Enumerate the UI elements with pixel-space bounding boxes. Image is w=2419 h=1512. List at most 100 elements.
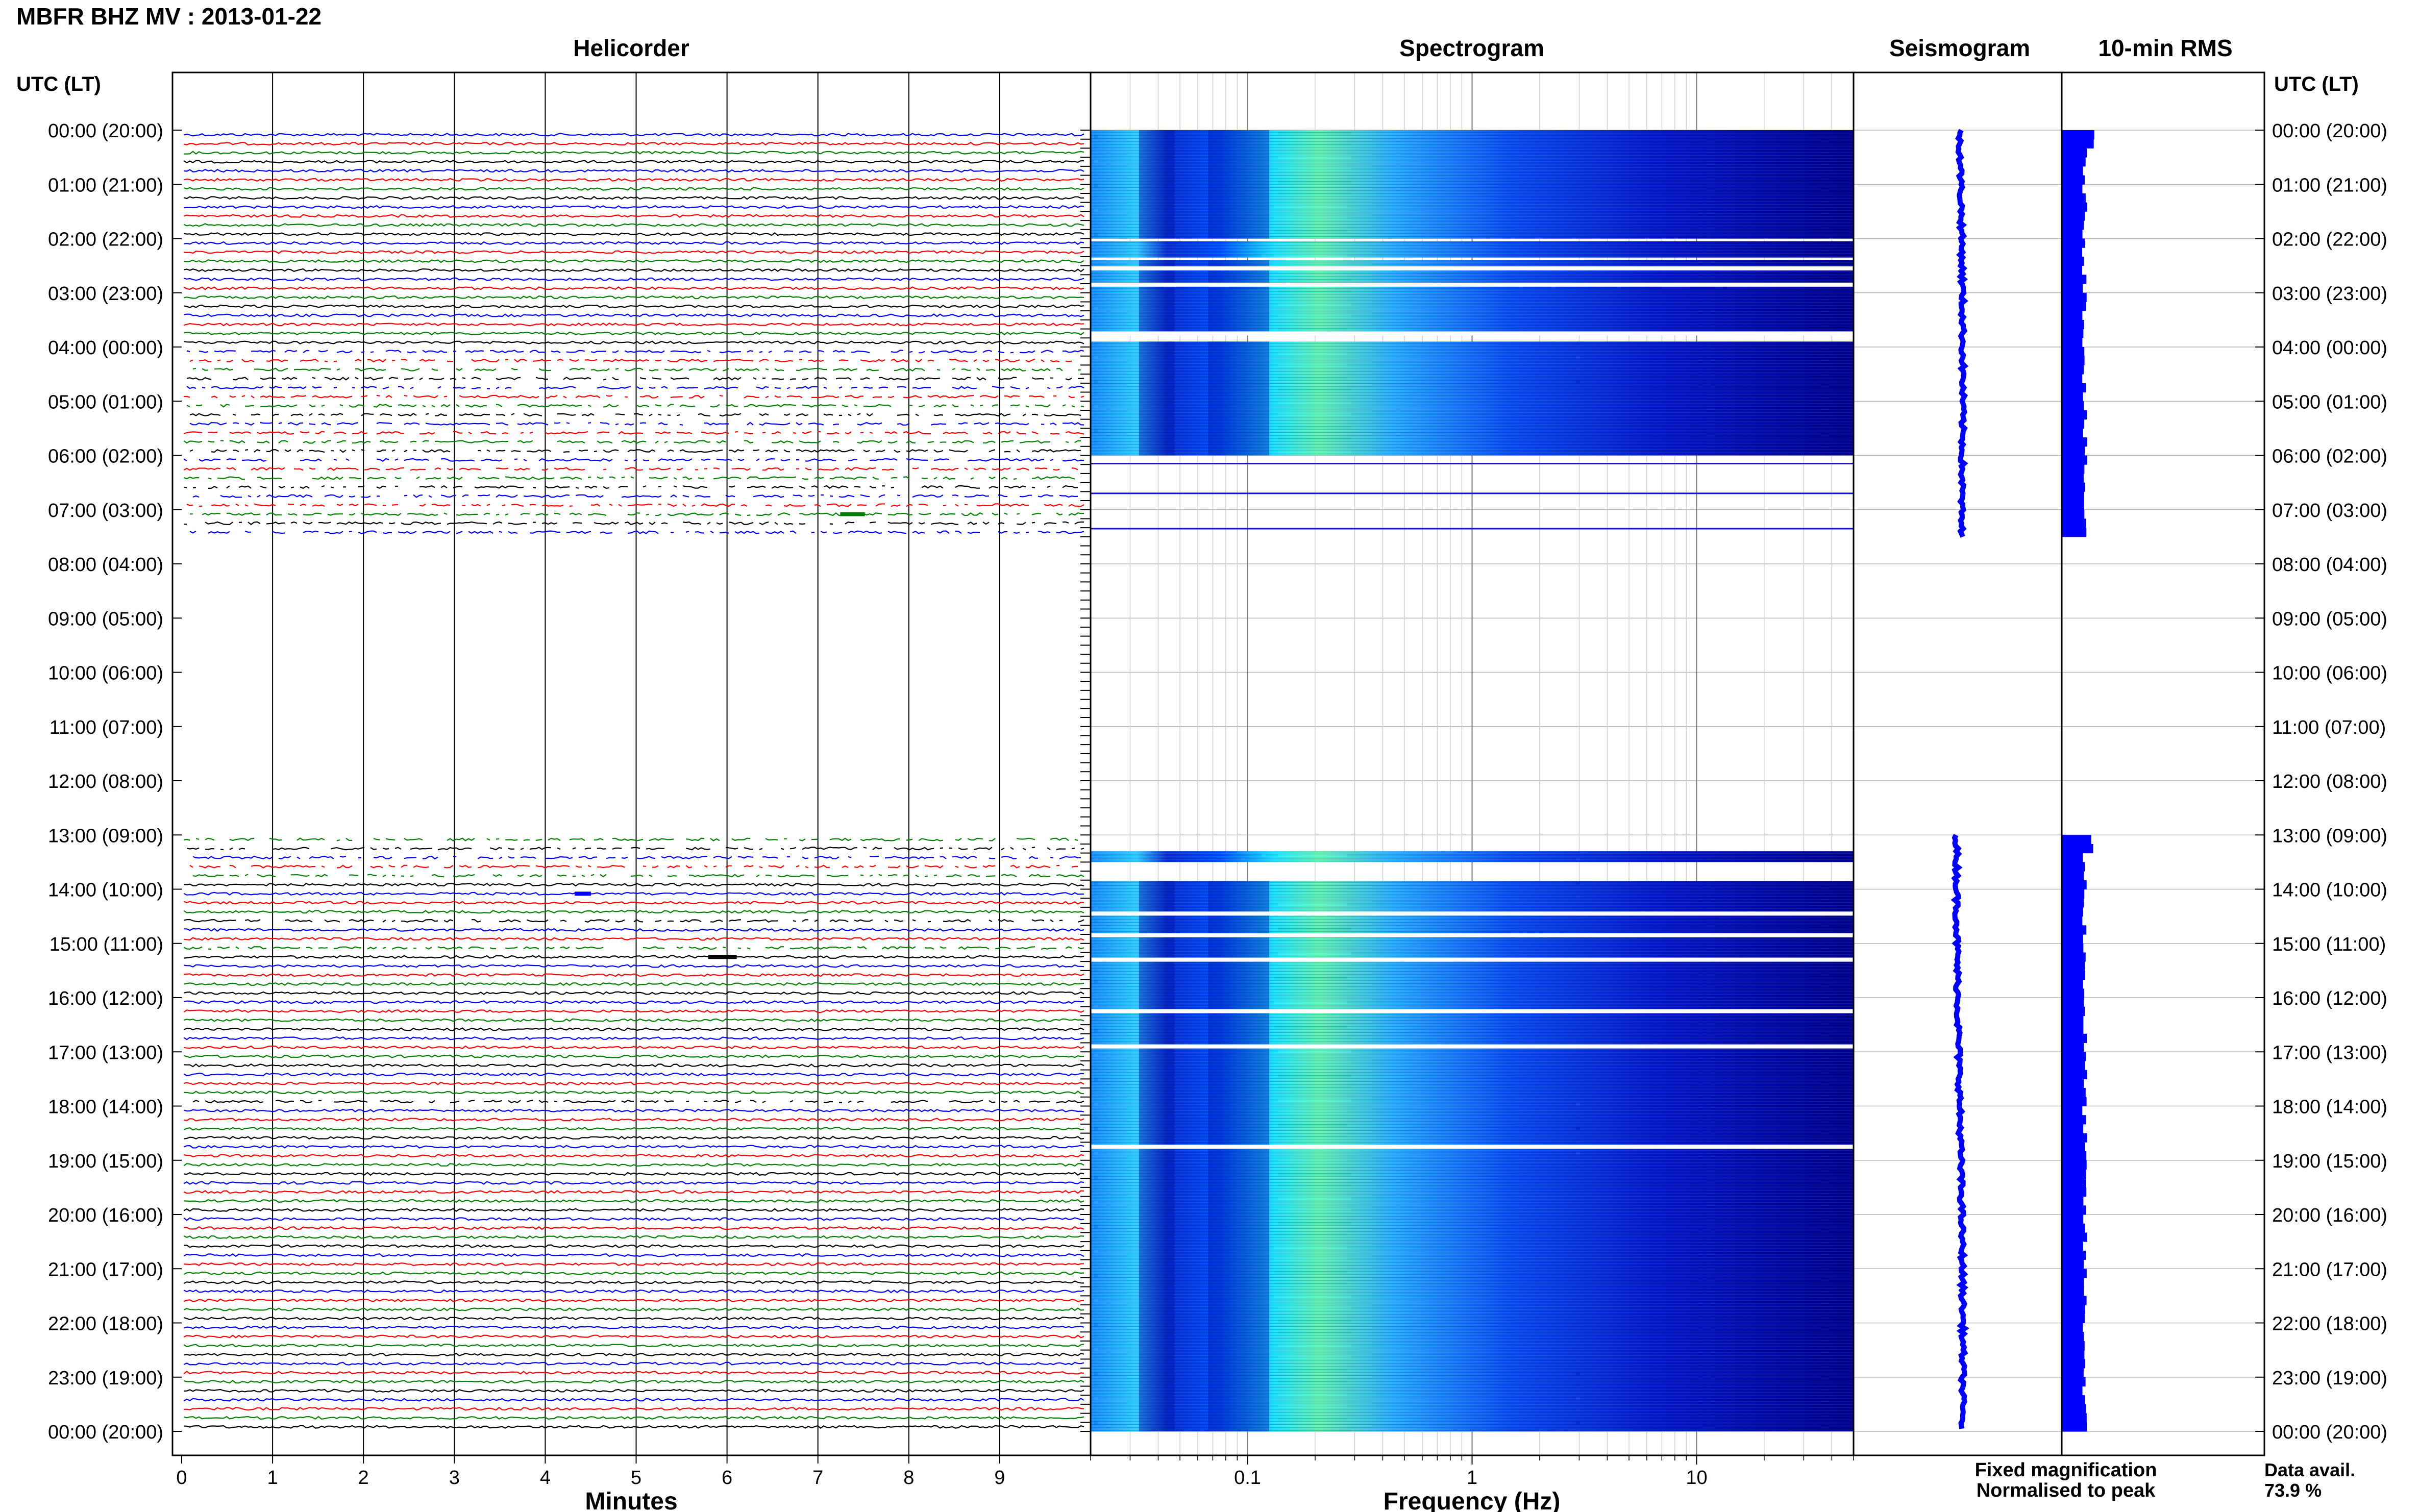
rms-bar: [2062, 889, 2085, 899]
rms-bar: [2062, 437, 2087, 447]
rms-bar: [2062, 292, 2087, 302]
hour-label-left: 07:00 (03:00): [48, 500, 163, 522]
hour-label-right: 20:00 (16:00): [2272, 1205, 2387, 1226]
spectrogram-gap: [1091, 957, 1854, 962]
hour-label-right: 23:00 (19:00): [2272, 1368, 2387, 1389]
helicorder-trace-line: [193, 495, 1084, 498]
rms-bar: [2062, 1124, 2084, 1134]
rms-bar: [2062, 970, 2085, 980]
rms-bar: [2062, 1413, 2087, 1423]
rms-bar: [2062, 1296, 2087, 1305]
rms-bar: [2062, 1359, 2085, 1369]
helicorder-trace-line: [183, 991, 1084, 995]
rms-bar: [2062, 311, 2083, 320]
hour-label-left: 09:00 (05:00): [48, 608, 163, 630]
hour-label-right: 09:00 (05:00): [2272, 608, 2387, 630]
rms-bar: [2062, 1160, 2087, 1170]
helicorder-trace-line: [184, 468, 1084, 470]
helicorder-trace-line: [189, 449, 1081, 453]
helicorder-trace-line: [183, 1208, 1084, 1212]
rms-bar: [2062, 238, 2086, 248]
rms-bar: [2062, 880, 2087, 889]
rms-bar: [2062, 338, 2083, 348]
hour-label-right: 15:00 (11:00): [2272, 934, 2386, 955]
helicorder-trace-line: [184, 477, 1084, 479]
rms-bar: [2062, 193, 2086, 203]
helicorder-trace-line: [183, 1398, 1084, 1402]
rms-bar: [2062, 528, 2087, 537]
hour-label-right: 16:00 (12:00): [2272, 988, 2387, 1009]
helicorder-trace-line: [183, 1371, 1084, 1375]
rms-bar: [2062, 1133, 2087, 1143]
chart-title: MBFR BHZ MV : 2013-01-22: [16, 3, 322, 30]
hour-label-right: 19:00 (15:00): [2272, 1151, 2387, 1172]
hour-label-right: 06:00 (02:00): [2272, 446, 2387, 467]
spectrogram-gap: [1091, 1009, 1854, 1013]
helicorder-trace-line: [183, 232, 1084, 236]
helicorder-trace-line: [183, 1416, 1084, 1420]
helicorder-trace-line: [183, 1045, 1084, 1050]
rms-title: 10-min RMS: [2098, 35, 2232, 61]
rms-bar: [2062, 1404, 2086, 1414]
spectrogram-gap: [1091, 933, 1854, 937]
rms-bar: [2062, 916, 2083, 926]
helicorder-xlabel: Minutes: [585, 1488, 677, 1512]
rms-bar: [2062, 220, 2084, 230]
helicorder-event: [574, 891, 591, 896]
helicorder-trace-line: [183, 1145, 1084, 1149]
helicorder-trace-line: [183, 1181, 1084, 1185]
rms-bar: [2062, 428, 2083, 438]
rms-bar: [2062, 952, 2086, 962]
hour-label-right: 22:00 (18:00): [2272, 1313, 2387, 1335]
helicorder-trace-line: [183, 1344, 1084, 1348]
rms-bar: [2062, 998, 2084, 1007]
helicorder-trace-line: [183, 1425, 1084, 1429]
rms-bar: [2062, 1323, 2083, 1332]
frequency-tick-label: 1: [1467, 1467, 1477, 1489]
rms-bar: [2062, 1386, 2083, 1396]
spectrogram-low-band: [1208, 260, 1269, 334]
helicorder-trace-line: [183, 1081, 1084, 1085]
hour-label-right: 13:00 (09:00): [2272, 825, 2387, 847]
rms-bars: [2062, 130, 2094, 1432]
spectrogram-gap: [1091, 331, 1854, 336]
helicorder-trace-line: [183, 196, 1084, 200]
helicorder-trace-line: [183, 909, 1084, 914]
hour-label-left: 02:00 (22:00): [48, 229, 163, 251]
helicorder-trace-line: [183, 286, 1084, 290]
helicorder-trace-line: [183, 1389, 1084, 1393]
helicorder-trace-line: [183, 1334, 1084, 1339]
hour-label-left: 01:00 (21:00): [48, 175, 163, 196]
helicorder-trace-line: [183, 1072, 1084, 1077]
helicorder-trace-line: [183, 259, 1084, 263]
helicorder-trace-line: [183, 1325, 1084, 1330]
hour-label-left: 20:00 (16:00): [48, 1205, 163, 1226]
minute-tick-label: 0: [176, 1467, 187, 1489]
helicorder-trace-line: [192, 874, 1084, 878]
spectrogram-gap: [1091, 1044, 1854, 1049]
rms-bar: [2062, 1025, 2084, 1034]
minute-tick-label: 6: [722, 1467, 732, 1489]
hour-label-left: 00:00 (20:00): [48, 1422, 163, 1443]
helicorder-trace-line: [183, 313, 1084, 317]
hour-label-left: 04:00 (00:00): [48, 337, 163, 359]
helicorder-trace-line: [183, 964, 1084, 968]
panel-frame: [171, 71, 1092, 1456]
hour-label-left: 16:00 (12:00): [48, 988, 163, 1009]
spectrogram-image: [1091, 130, 1854, 1431]
rms-bar: [2062, 1070, 2087, 1079]
spectrogram-low-band: [1139, 881, 1175, 1431]
rms-bar: [2062, 1269, 2087, 1278]
rms-bar: [2062, 482, 2085, 492]
hour-label-left: 05:00 (01:00): [48, 391, 163, 413]
helicorder-trace-line: [189, 512, 1084, 516]
helicorder-trace-line: [183, 241, 1084, 245]
helicorder-trace-line: [183, 1217, 1084, 1221]
hour-label-right: 12:00 (08:00): [2272, 771, 2387, 792]
helicorder-trace-line: [190, 359, 1081, 362]
hour-label-right: 11:00 (07:00): [2272, 717, 2386, 738]
helicorder-trace-line: [183, 1379, 1084, 1384]
rms-bar: [2062, 319, 2084, 330]
rms-bar: [2062, 1052, 2086, 1061]
hour-label-left: 08:00 (04:00): [48, 554, 163, 576]
